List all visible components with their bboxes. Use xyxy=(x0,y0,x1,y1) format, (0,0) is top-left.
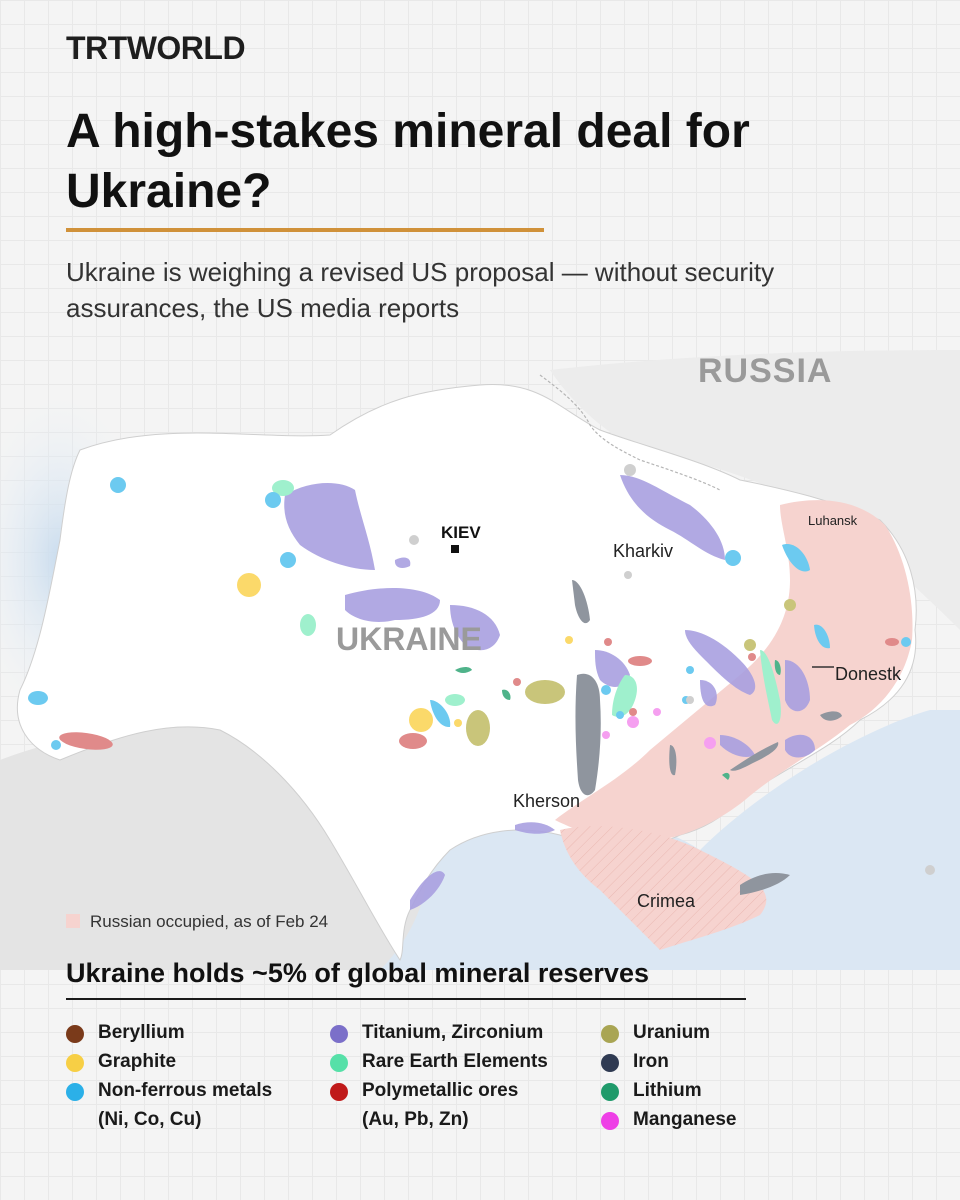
iron-dot xyxy=(601,1054,619,1072)
label-kherson: Kherson xyxy=(513,791,580,811)
deposits-rare-earth xyxy=(272,480,781,724)
polymetallic-dot xyxy=(330,1083,348,1101)
legend-label: Beryllium xyxy=(98,1022,185,1043)
border-russia xyxy=(539,374,721,491)
map-svg: RUSSIA UKRAINE KIEV Kharkiv Luhansk Done… xyxy=(0,350,960,970)
deposits-graphite xyxy=(237,573,573,732)
legend-label: Lithium xyxy=(633,1080,702,1101)
label-crimea: Crimea xyxy=(637,891,696,911)
label-kiev: KIEV xyxy=(441,523,481,542)
reserves-title: Ukraine holds ~5% of global mineral rese… xyxy=(66,958,649,988)
occupied-swatch xyxy=(66,914,80,928)
legend-label: Non-ferrous metals xyxy=(98,1080,273,1101)
legend-label: Iron xyxy=(633,1051,669,1072)
ukraine-map: RUSSIA UKRAINE KIEV Kharkiv Luhansk Done… xyxy=(0,330,960,970)
titanium-dot xyxy=(330,1025,348,1043)
headline-underline xyxy=(66,228,544,232)
legend-label: Graphite xyxy=(98,1051,177,1072)
deposits-manganese xyxy=(602,708,716,749)
legend-label: Titanium, Zirconium xyxy=(362,1022,544,1043)
brand-logo: TRTWORLD xyxy=(66,30,246,66)
legend-label: Manganese xyxy=(633,1109,737,1130)
subtitle: Ukraine is weighing a revised US proposa… xyxy=(66,257,775,323)
legend-sublabel: (Au, Pb, Zn) xyxy=(362,1109,469,1130)
deposits-lithium xyxy=(455,660,781,780)
legend-sublabel: (Ni, Co, Cu) xyxy=(98,1109,202,1130)
deposits-titanium xyxy=(284,475,815,910)
uranium-dot xyxy=(601,1025,619,1043)
label-luhansk: Luhansk xyxy=(808,513,858,528)
graphite-dot xyxy=(66,1054,84,1072)
occupied-legend-label: Russian occupied, as of Feb 24 xyxy=(90,912,328,931)
deposits-iron xyxy=(572,580,842,895)
manganese-dot xyxy=(601,1112,619,1130)
beryllium-dot xyxy=(66,1025,84,1043)
nonferrous-dot xyxy=(66,1083,84,1101)
label-kharkiv: Kharkiv xyxy=(613,541,673,561)
label-ukraine: UKRAINE xyxy=(336,621,482,657)
deposits-uranium xyxy=(466,599,796,746)
lithium-dot xyxy=(601,1083,619,1101)
occupied-crimea-hatch xyxy=(560,826,767,950)
label-donetsk: Donestk xyxy=(835,664,902,684)
legend-label: Polymetallic ores xyxy=(362,1080,519,1101)
label-russia: RUSSIA xyxy=(698,352,832,390)
city-markers xyxy=(409,464,935,875)
kiev-marker xyxy=(451,545,459,553)
rare-earth-dot xyxy=(330,1054,348,1072)
headline: A high-stakes mineral deal for Ukraine? xyxy=(66,105,750,218)
reserves-underline xyxy=(66,998,746,1000)
legend-label: Uranium xyxy=(633,1022,711,1043)
deposits-nonferrous xyxy=(28,477,911,750)
occupied-east xyxy=(555,500,913,842)
legend-label: Rare Earth Elements xyxy=(362,1051,548,1072)
deposits-polymetallic xyxy=(59,638,899,750)
russia-land xyxy=(550,350,960,630)
